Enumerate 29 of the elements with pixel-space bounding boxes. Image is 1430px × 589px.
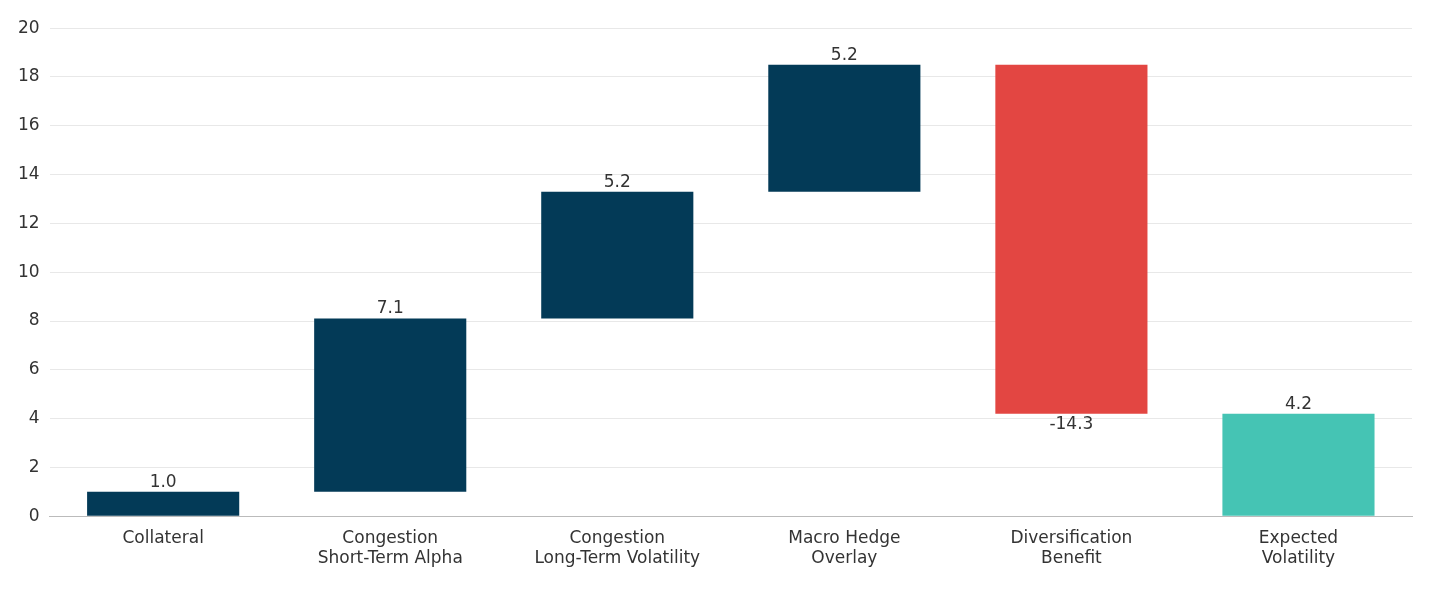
x-tick-label: Congestion Long-Term Volatility	[534, 526, 701, 568]
x-tick-label: Collateral	[122, 526, 204, 547]
y-tick-label: 2	[28, 455, 40, 476]
data-label: 5.2	[830, 43, 858, 64]
x-tick-label: Macro Hedge Overlay	[788, 526, 901, 568]
y-tick-label: 8	[28, 309, 40, 330]
bar	[1222, 413, 1375, 516]
data-label: 1.0	[149, 470, 177, 491]
bar	[314, 318, 467, 492]
x-tick-label: Expected Volatility	[1258, 526, 1339, 568]
data-label: 4.2	[1284, 392, 1312, 413]
y-tick-label: 10	[17, 260, 40, 281]
bar	[768, 64, 921, 192]
data-label: 7.1	[376, 297, 404, 318]
data-label: 5.2	[603, 170, 631, 191]
bar	[995, 64, 1148, 414]
y-tick-label: 0	[28, 504, 40, 525]
bar	[541, 191, 694, 319]
y-tick-label: 20	[17, 16, 40, 37]
y-tick-label: 12	[17, 211, 40, 232]
y-tick-label: 6	[28, 358, 40, 379]
y-tick-label: 14	[17, 163, 40, 184]
bar	[87, 491, 240, 516]
y-tick-label: 4	[28, 407, 40, 428]
y-tick-label: 16	[17, 114, 40, 135]
x-tick-label: Diversification Benefit	[1010, 526, 1133, 568]
y-tick-label: 18	[17, 65, 40, 86]
x-tick-label: Congestion Short-Term Alpha	[317, 526, 463, 568]
data-label: -14.3	[1049, 412, 1094, 433]
